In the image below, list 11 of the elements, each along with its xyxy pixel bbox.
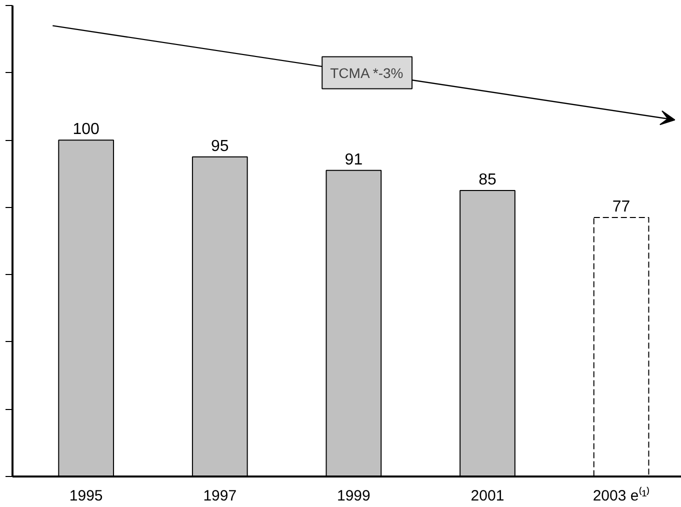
x-tick-label: 1999	[337, 488, 370, 504]
annotation: TCMA *-3%	[330, 64, 404, 81]
x-tick-label: 1995	[69, 488, 103, 504]
data-label: 100	[72, 121, 100, 138]
x-tick-label: 2003 e⁽¹⁾	[592, 486, 650, 504]
x-tick-label: 1997	[203, 488, 237, 504]
x-tick-label: 2001	[470, 488, 504, 504]
data-label: 77	[612, 198, 630, 216]
data-label: 91	[344, 151, 363, 168]
data-label: 95	[210, 138, 229, 155]
data-label: 85	[478, 172, 496, 189]
